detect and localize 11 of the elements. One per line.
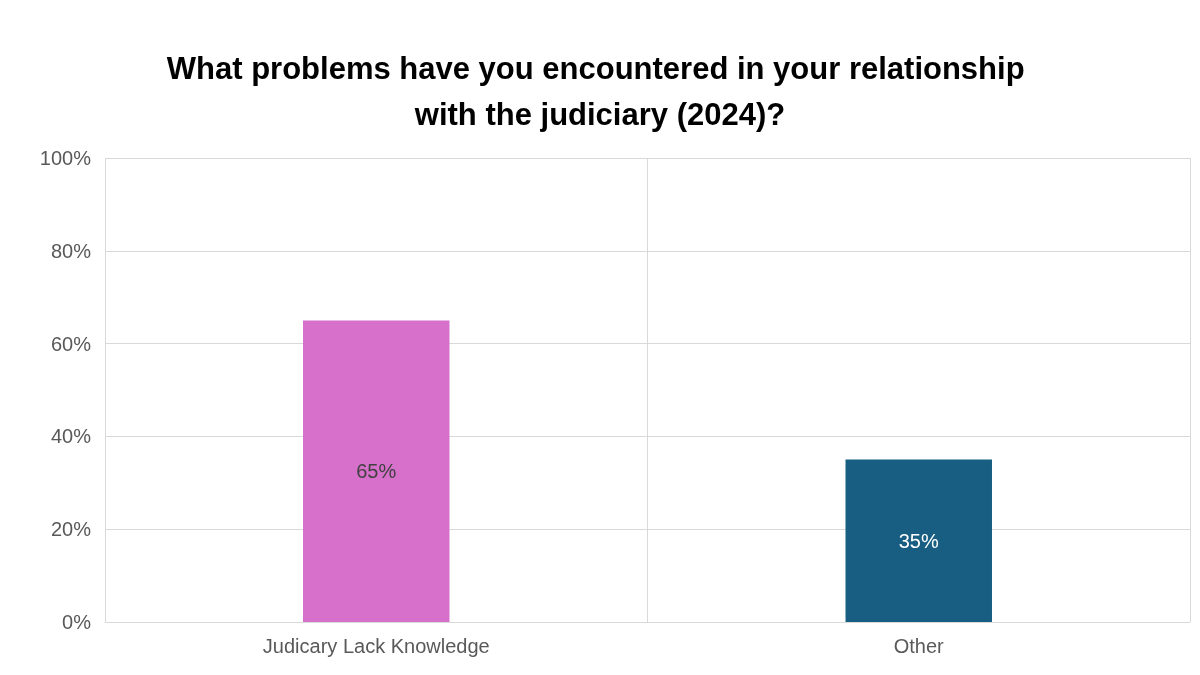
data-label: 65% xyxy=(356,460,397,483)
y-tick-label: 20% xyxy=(50,518,92,541)
chart-title: What problems have you encountered in your relationship with the judiciary (2024)? xyxy=(166,50,1034,132)
y-tick-label: 100% xyxy=(39,147,92,169)
x-tick-label: Judicary Lack Knowledge xyxy=(262,635,490,657)
x-tick-label: Other xyxy=(893,635,945,657)
y-tick-label: 60% xyxy=(50,332,92,355)
data-label: 35% xyxy=(898,529,939,552)
y-tick-label: 80% xyxy=(50,239,92,262)
y-tick-label: 40% xyxy=(50,425,92,448)
y-tick-label: 0% xyxy=(62,611,92,633)
